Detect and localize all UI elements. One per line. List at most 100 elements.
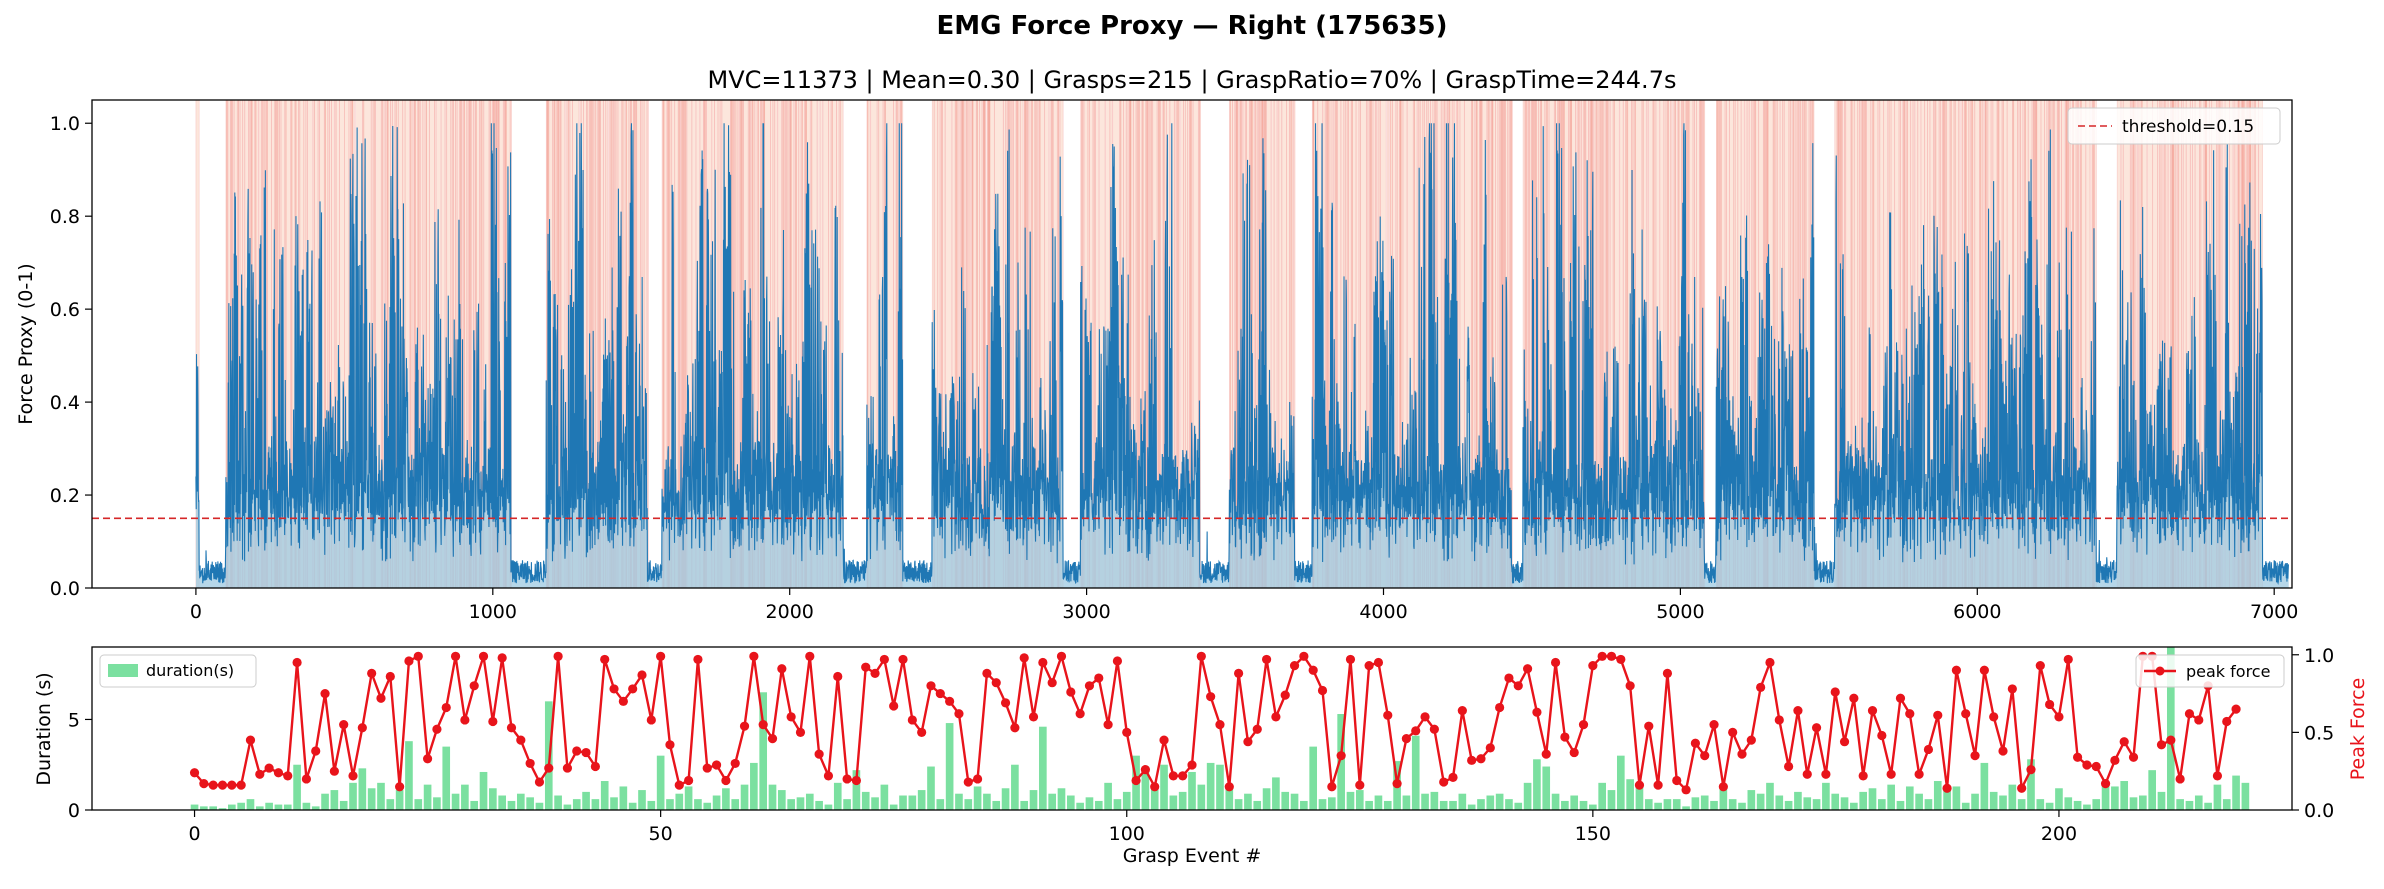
duration-legend-swatch xyxy=(108,664,138,677)
peak-force-point xyxy=(525,758,535,769)
peak-force-point xyxy=(1522,664,1533,674)
duration-bar xyxy=(1663,799,1672,810)
peak-force-point xyxy=(1243,737,1253,747)
peak-force-point xyxy=(739,721,750,731)
peak-force-point xyxy=(1457,706,1467,716)
peak-force-point xyxy=(264,763,274,773)
duration-bar xyxy=(1728,799,1737,810)
peak-force-point xyxy=(553,651,563,661)
duration-bar xyxy=(1421,793,1429,810)
peak-force-point xyxy=(1010,723,1020,733)
duration-bar xyxy=(1999,795,2007,810)
duration-bar xyxy=(1057,788,1066,810)
duration-bar xyxy=(377,782,385,810)
duration-bar xyxy=(1039,726,1047,810)
peak-force-point xyxy=(795,727,806,737)
peak-force-point xyxy=(2091,761,2101,772)
peak-force-point xyxy=(1933,710,1943,720)
peak-force-point xyxy=(1858,771,1868,781)
peak-force-point xyxy=(2007,684,2017,694)
duration-bar xyxy=(2222,799,2231,810)
peak-force-point xyxy=(1373,657,1384,668)
duration-bar xyxy=(190,804,199,810)
bottom-y-tick-label: 0 xyxy=(68,800,80,822)
duration-bar xyxy=(824,804,833,810)
duration-bar xyxy=(694,799,702,810)
peak-force-point xyxy=(926,681,936,691)
peak-force-point xyxy=(1867,706,1878,716)
peak-force-point xyxy=(1951,665,1962,675)
duration-bar xyxy=(861,791,870,810)
peak-force-point xyxy=(1839,737,1850,747)
duration-bar xyxy=(2073,800,2082,810)
peak-force-point xyxy=(1019,653,1029,663)
duration-bar xyxy=(2194,795,2203,810)
duration-bar xyxy=(684,786,693,810)
duration-bar xyxy=(1001,788,1010,810)
peak-force-point xyxy=(1961,709,1971,719)
peak-force-point xyxy=(2082,760,2092,770)
peak-force-point xyxy=(1336,751,1346,761)
duration-bar xyxy=(433,797,441,810)
duration-bar xyxy=(1104,782,1112,810)
peak-force-point xyxy=(917,727,927,737)
duration-bar xyxy=(1840,797,1849,810)
peak-force-point xyxy=(572,746,582,756)
force-proxy-panel: MVC=11373 | Mean=0.30 | Grasps=215 | Gra… xyxy=(15,66,2298,623)
peak-force-point xyxy=(1122,727,1132,737)
duration-bar xyxy=(1094,800,1103,810)
peak-force-point xyxy=(870,668,880,678)
top-y-tick-label: 0.4 xyxy=(50,392,80,414)
duration-bar xyxy=(1598,782,1606,810)
duration-bar xyxy=(955,793,963,810)
peak-force-point xyxy=(963,777,973,787)
peak-force-point xyxy=(2063,654,2073,665)
peak-force-point xyxy=(208,780,218,790)
peak-force-point xyxy=(1140,765,1150,775)
peak-force-point xyxy=(1532,707,1542,717)
peak-force-point xyxy=(1550,657,1561,668)
duration-bar xyxy=(274,804,283,810)
duration-bar xyxy=(1467,804,1476,810)
peak-force-point xyxy=(236,780,246,790)
peak-force-point xyxy=(506,723,517,733)
duration-bar xyxy=(1971,793,1979,810)
duration-bar xyxy=(1178,791,1187,810)
duration-bar xyxy=(405,741,413,810)
peak-force-point xyxy=(562,763,573,773)
duration-bar xyxy=(489,788,497,810)
duration-bar xyxy=(414,799,423,810)
peak-force-point xyxy=(1056,651,1067,661)
duration-bar xyxy=(973,786,982,810)
duration-bar xyxy=(283,804,292,810)
bottom-x-tick-label: 0 xyxy=(188,823,200,845)
peak-force-point xyxy=(404,656,414,666)
duration-bar xyxy=(945,723,954,810)
peak-force-point xyxy=(189,768,200,778)
duration-bar xyxy=(768,784,777,810)
duration-bar xyxy=(1160,764,1168,810)
duration-bar xyxy=(395,790,404,810)
duration-bar xyxy=(1355,790,1364,810)
duration-bar xyxy=(1309,746,1318,810)
peak-force-point xyxy=(1439,777,1449,787)
duration-bar xyxy=(1924,799,1933,810)
peak-force-point xyxy=(1047,678,1057,688)
peak-force-point xyxy=(255,769,265,779)
peak-force-point xyxy=(1765,657,1775,668)
peak-force-point xyxy=(1028,712,1039,722)
duration-bar xyxy=(2083,804,2091,810)
peak-force-point xyxy=(982,668,992,678)
duration-bar xyxy=(339,800,348,810)
duration-bar xyxy=(2045,802,2054,810)
peak-force-point xyxy=(851,775,862,786)
peak-force-point xyxy=(199,779,209,789)
peak-force-point xyxy=(1681,785,1691,795)
peak-force-point xyxy=(2156,740,2167,750)
duration-bar xyxy=(2017,799,2026,810)
peak-force-point xyxy=(1877,730,1887,741)
duration-bar xyxy=(1850,802,1858,810)
duration-bar xyxy=(1486,795,1495,810)
duration-bar xyxy=(1672,799,1681,810)
duration-bar xyxy=(1234,799,1243,810)
